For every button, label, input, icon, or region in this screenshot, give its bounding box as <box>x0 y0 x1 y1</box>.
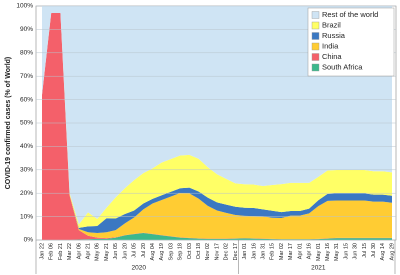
y-axis-title: COVID-19 confirmed cases (% of World) <box>5 57 12 190</box>
x-tick-label: Nov 17 <box>214 243 220 260</box>
x-tick-label: Jul 20 <box>141 243 147 258</box>
x-group-label: 2021 <box>311 265 326 272</box>
legend-label: South Africa <box>322 62 363 71</box>
x-tick-label: Jan 22 <box>39 243 45 260</box>
x-tick-label: Jan 31 <box>261 243 267 260</box>
x-tick-label: Jan 16 <box>251 243 257 260</box>
y-tick-label: 80% <box>20 50 33 57</box>
x-tick-label: Mar 02 <box>279 243 285 260</box>
x-tick-label: Feb 21 <box>58 243 64 260</box>
y-tick-label: 20% <box>20 190 33 197</box>
x-tick-label: Dec 02 <box>224 243 230 260</box>
legend-box <box>307 7 395 77</box>
x-tick-label: Feb 15 <box>270 243 276 260</box>
x-tick-label: Apr 21 <box>86 243 92 259</box>
x-tick-label: Jun 20 <box>122 243 128 260</box>
legend-label: Rest of the world <box>322 10 378 19</box>
legend-label: India <box>322 41 339 50</box>
legend-swatch <box>311 11 320 19</box>
area <box>42 232 392 240</box>
legend-swatch <box>311 42 320 51</box>
legend-swatch <box>311 53 320 61</box>
x-tick-label: Jan 01 <box>242 243 248 260</box>
x-tick-label: Jul 05 <box>132 243 138 258</box>
x-tick-label: Oct 03 <box>187 243 193 259</box>
x-tick-label: Apr 01 <box>297 243 303 259</box>
x-tick-label: Oct 18 <box>196 243 202 259</box>
x-tick-label: Jun 30 <box>353 243 359 260</box>
y-tick-label: 70% <box>20 73 33 80</box>
y-tick-label: 50% <box>20 120 33 127</box>
x-tick-label: Mar 17 <box>288 243 294 260</box>
x-tick-label: Sep 18 <box>178 243 184 260</box>
x-tick-label: Aug 29 <box>389 243 395 260</box>
x-tick-label: Sep 03 <box>168 243 174 260</box>
x-tick-label: Jun 15 <box>343 243 349 260</box>
legend-swatch <box>311 32 320 40</box>
y-tick-label: 100% <box>16 3 33 10</box>
x-tick-label: Aug 19 <box>159 243 165 260</box>
y-tick-label: 40% <box>20 143 33 150</box>
x-group-label: 2020 <box>131 265 146 272</box>
x-tick-label: Nov 02 <box>205 243 211 260</box>
legend-label: China <box>322 52 342 61</box>
y-tick-label: 90% <box>20 26 33 33</box>
x-tick-label: Jun 05 <box>113 243 119 260</box>
x-tick-label: Dec 17 <box>233 243 239 260</box>
y-tick-label: 60% <box>20 96 33 103</box>
x-tick-label: May 01 <box>316 243 322 261</box>
legend-label: Brazil <box>322 20 341 29</box>
x-tick-label: Mar 22 <box>67 243 73 260</box>
x-tick-label: May 16 <box>325 243 331 261</box>
x-tick-label: May 06 <box>95 243 101 261</box>
legend-swatch <box>311 63 320 72</box>
x-tick-label: Aug 04 <box>150 243 156 260</box>
y-tick-label: 0% <box>24 237 34 244</box>
x-tick-label: Aug 14 <box>380 243 386 260</box>
legend-swatch <box>311 21 320 30</box>
x-tick-label: Jul 15 <box>362 243 368 258</box>
legend-label: Russia <box>322 31 346 40</box>
x-tick-label: May 31 <box>334 243 340 261</box>
y-tick-label: 10% <box>20 213 33 220</box>
y-tick-label: 30% <box>20 167 33 174</box>
x-tick-label: Feb 06 <box>49 243 55 260</box>
area <box>42 13 392 228</box>
x-tick-label: May 21 <box>104 243 110 261</box>
x-tick-label: Apr 16 <box>307 243 313 259</box>
x-tick-label: Jul 30 <box>371 243 377 258</box>
x-tick-label: Apr 06 <box>76 243 82 259</box>
